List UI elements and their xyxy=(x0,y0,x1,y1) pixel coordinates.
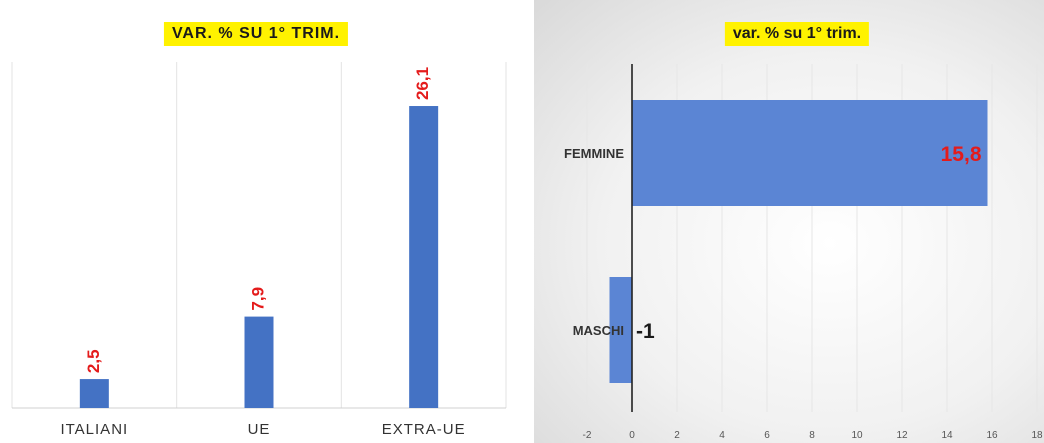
x-tick-label: 14 xyxy=(941,430,953,441)
x-tick-label: 18 xyxy=(1031,430,1043,441)
x-tick-label: 8 xyxy=(809,430,815,441)
x-tick-label: -2 xyxy=(583,430,592,441)
category-label: ITALIANI xyxy=(60,421,128,438)
bar-femmine xyxy=(632,100,988,206)
data-label: 2,5 xyxy=(84,349,103,373)
x-tick-label: 12 xyxy=(896,430,908,441)
x-tick-label: 6 xyxy=(764,430,770,441)
category-label: FEMMINE xyxy=(564,146,624,161)
data-label: 7,9 xyxy=(248,287,267,311)
x-tick-label: 4 xyxy=(719,430,725,441)
right-chart-title: var. % su 1° trim. xyxy=(724,22,870,46)
category-label: UE xyxy=(248,421,271,438)
category-label: MASCHI xyxy=(573,323,624,338)
bar-italiani xyxy=(79,379,109,408)
x-tick-label: 0 xyxy=(629,430,635,441)
x-tick-label: 2 xyxy=(674,430,680,441)
bar-ue xyxy=(244,316,274,408)
x-tick-label: 10 xyxy=(851,430,863,441)
left-chart-title: VAR. % SU 1° TRIM. xyxy=(163,22,349,46)
right-chart-panel: var. % su 1° trim. -2 0 2 4 6 8 10 12 14 16 18 FEMM… xyxy=(534,0,1044,443)
left-chart-plot: 2,5 ITALIANI 7,9 UE 26,1 EXTRA-UE xyxy=(11,62,507,438)
bar-maschi xyxy=(609,277,632,383)
x-tick-label: 16 xyxy=(986,430,998,441)
right-chart-plot: -2 0 2 4 6 8 10 12 14 16 18 FEMMINE 15,8 MASCHI -1 xyxy=(564,64,1043,441)
data-label: 15,8 xyxy=(941,143,982,166)
bar-extra-ue xyxy=(409,106,439,408)
data-label: -1 xyxy=(636,320,655,343)
data-label: 26,1 xyxy=(413,67,432,100)
left-chart-panel: VAR. % SU 1° TRIM. 2,5 ITALIANI 7,9 UE 26,1 E… xyxy=(0,0,510,443)
category-label: EXTRA-UE xyxy=(382,421,466,438)
